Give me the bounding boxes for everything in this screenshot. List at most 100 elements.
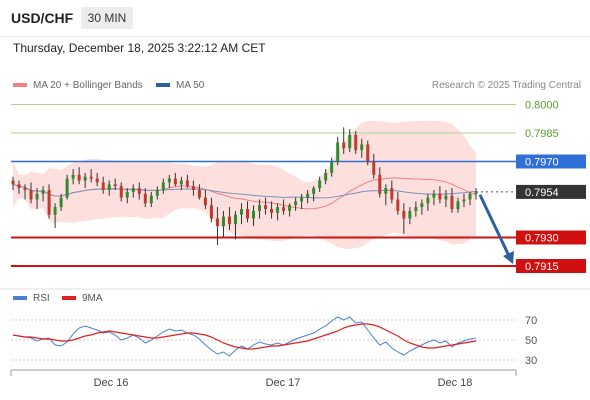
ma9-swatch: [62, 296, 76, 301]
candle-body: [83, 176, 87, 181]
ma50-swatch: [156, 83, 170, 88]
candle-body: [426, 197, 430, 204]
candle-body: [378, 174, 382, 194]
candle-body: [17, 184, 21, 189]
candle-body: [35, 193, 39, 200]
level-box-0.7915: [516, 259, 586, 273]
rsi-line: [12, 316, 477, 357]
candle-body: [119, 186, 123, 198]
candle-body: [101, 182, 105, 190]
candle-body: [41, 190, 45, 194]
candle-body: [65, 178, 69, 198]
candle-body: [312, 188, 316, 194]
candle-body: [276, 207, 280, 213]
rsi-tick-50: 50: [525, 335, 537, 347]
legend-ma20-label: MA 20 + Bollinger Bands: [33, 80, 143, 91]
level-label-0.7915: 0.7915: [525, 261, 559, 273]
candle-body: [288, 205, 292, 211]
candle-body: [360, 144, 364, 151]
rsi-swatch: [13, 296, 27, 301]
legend-ma20: MA 20 + Bollinger Bands: [13, 80, 143, 91]
candle-body: [282, 207, 286, 211]
candle-body: [107, 184, 111, 190]
candle-body: [264, 205, 268, 209]
candle-body: [384, 188, 388, 194]
legend-rsi-label: RSI: [33, 293, 50, 304]
candle-body: [324, 172, 328, 181]
symbol-title: USD/CHF: [11, 10, 74, 26]
legend-ma50: MA 50: [156, 80, 204, 91]
level-box-0.7954: [516, 184, 586, 199]
candle-body: [462, 199, 466, 202]
x-tick-label: Dec 17: [266, 377, 301, 389]
candle-body: [95, 178, 99, 183]
candle-body: [438, 193, 442, 200]
candle-body: [318, 180, 322, 189]
candle-body: [185, 180, 189, 187]
candle-body: [233, 214, 237, 225]
legend-ma9-label: 9MA: [82, 293, 103, 304]
candle-body: [450, 195, 454, 209]
candle-body: [155, 190, 159, 196]
candle-body: [444, 195, 448, 200]
candle-body: [420, 203, 424, 208]
candle-body: [53, 207, 57, 215]
timeframe-button[interactable]: 30 MIN: [81, 7, 133, 29]
candle-body: [29, 190, 33, 200]
rsi-tick-70: 70: [525, 315, 537, 327]
candle-body: [209, 205, 213, 219]
candle-body: [149, 195, 153, 204]
rsi-ma9-line: [12, 323, 477, 350]
candle-body: [408, 210, 412, 219]
candle-body: [354, 134, 358, 151]
candle-body: [246, 209, 250, 219]
candle-body: [396, 199, 400, 211]
candle-body: [167, 178, 171, 183]
candle-body: [414, 207, 418, 211]
candle-body: [221, 216, 225, 227]
candle-body: [252, 210, 256, 219]
candle-body: [348, 134, 352, 149]
candle-body: [161, 182, 165, 190]
candle-body: [203, 197, 207, 206]
ma50-line: [12, 183, 477, 199]
candle-body: [173, 178, 177, 185]
candle-body: [330, 161, 334, 173]
level-label-0.7954: 0.7954: [525, 187, 559, 199]
candle-body: [125, 191, 129, 198]
x-tick-label: Dec 16: [94, 377, 129, 389]
candle-body: [23, 188, 27, 190]
forecast-arrow-head: [503, 251, 514, 264]
candle-body: [390, 188, 394, 200]
level-box-0.7930: [516, 230, 586, 245]
candle-body: [456, 201, 460, 209]
candle-body: [143, 193, 147, 204]
candle-body: [71, 174, 75, 179]
candle-body: [191, 186, 195, 190]
candle-body: [59, 197, 63, 208]
candle-body: [474, 191, 478, 194]
candle-body: [77, 174, 81, 181]
legend-ma50-label: MA 50: [176, 80, 205, 91]
candle-body: [468, 193, 472, 200]
candle-body: [336, 142, 340, 162]
candle-body: [258, 205, 262, 211]
candle-body: [306, 193, 310, 198]
candle-body: [372, 161, 376, 175]
candle-body: [366, 144, 370, 162]
candle-body: [342, 142, 346, 149]
timestamp: Thursday, December 18, 2025 3:22:12 AM C…: [13, 41, 266, 55]
ma20-swatch: [13, 83, 27, 88]
level-label-0.8000: 0.8000: [525, 100, 559, 112]
candle-body: [131, 188, 135, 192]
level-label-0.7985: 0.7985: [525, 128, 559, 140]
candle-body: [47, 190, 51, 215]
candle-body: [89, 176, 93, 179]
legend-ma9: 9MA: [62, 293, 103, 304]
candle-body: [11, 180, 15, 185]
candle-body: [197, 190, 201, 198]
forecast-arrow-shaft: [478, 194, 511, 257]
bollinger-band: [13, 120, 476, 250]
